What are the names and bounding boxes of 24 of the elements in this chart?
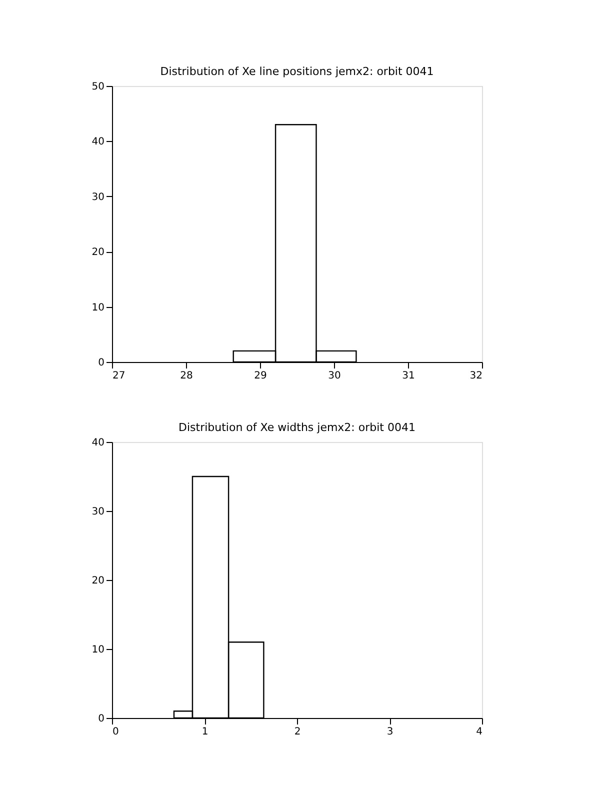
y-tick-label: 10 [92,302,104,314]
y-tick-label: 20 [92,576,104,586]
y-tick-label: 40 [92,438,104,448]
x-tick-label: 32 [470,370,482,382]
y-tick-label: 40 [92,136,104,148]
x-tick-label: 31 [402,370,415,382]
x-tick-label: 30 [328,370,341,382]
x-tick-label: 27 [112,370,126,382]
x-tick-label: 28 [180,370,193,382]
x-tick-label: 29 [254,370,267,382]
y-tick-label: 0 [98,714,104,724]
y-tick-label: 30 [92,192,104,203]
x-tick-label: 2 [294,726,301,738]
y-tick-label: 30 [92,506,104,518]
y-tick-label: 50 [92,82,104,92]
y-tick-label: 20 [92,247,104,258]
x-tick-label: 3 [386,726,394,738]
chart-title: Distribution of Xe line positions jemx2: orbit 0041 [160,65,434,78]
y-tick-label: 10 [92,644,104,656]
y-tick-label: 0 [98,358,104,368]
chart-title: Distribution of Xe widths jemx2: orbit 0041 [178,421,416,434]
x-tick-label: 4 [476,726,482,738]
x-tick-label: 0 [112,726,119,738]
x-tick-label: 1 [202,726,208,738]
